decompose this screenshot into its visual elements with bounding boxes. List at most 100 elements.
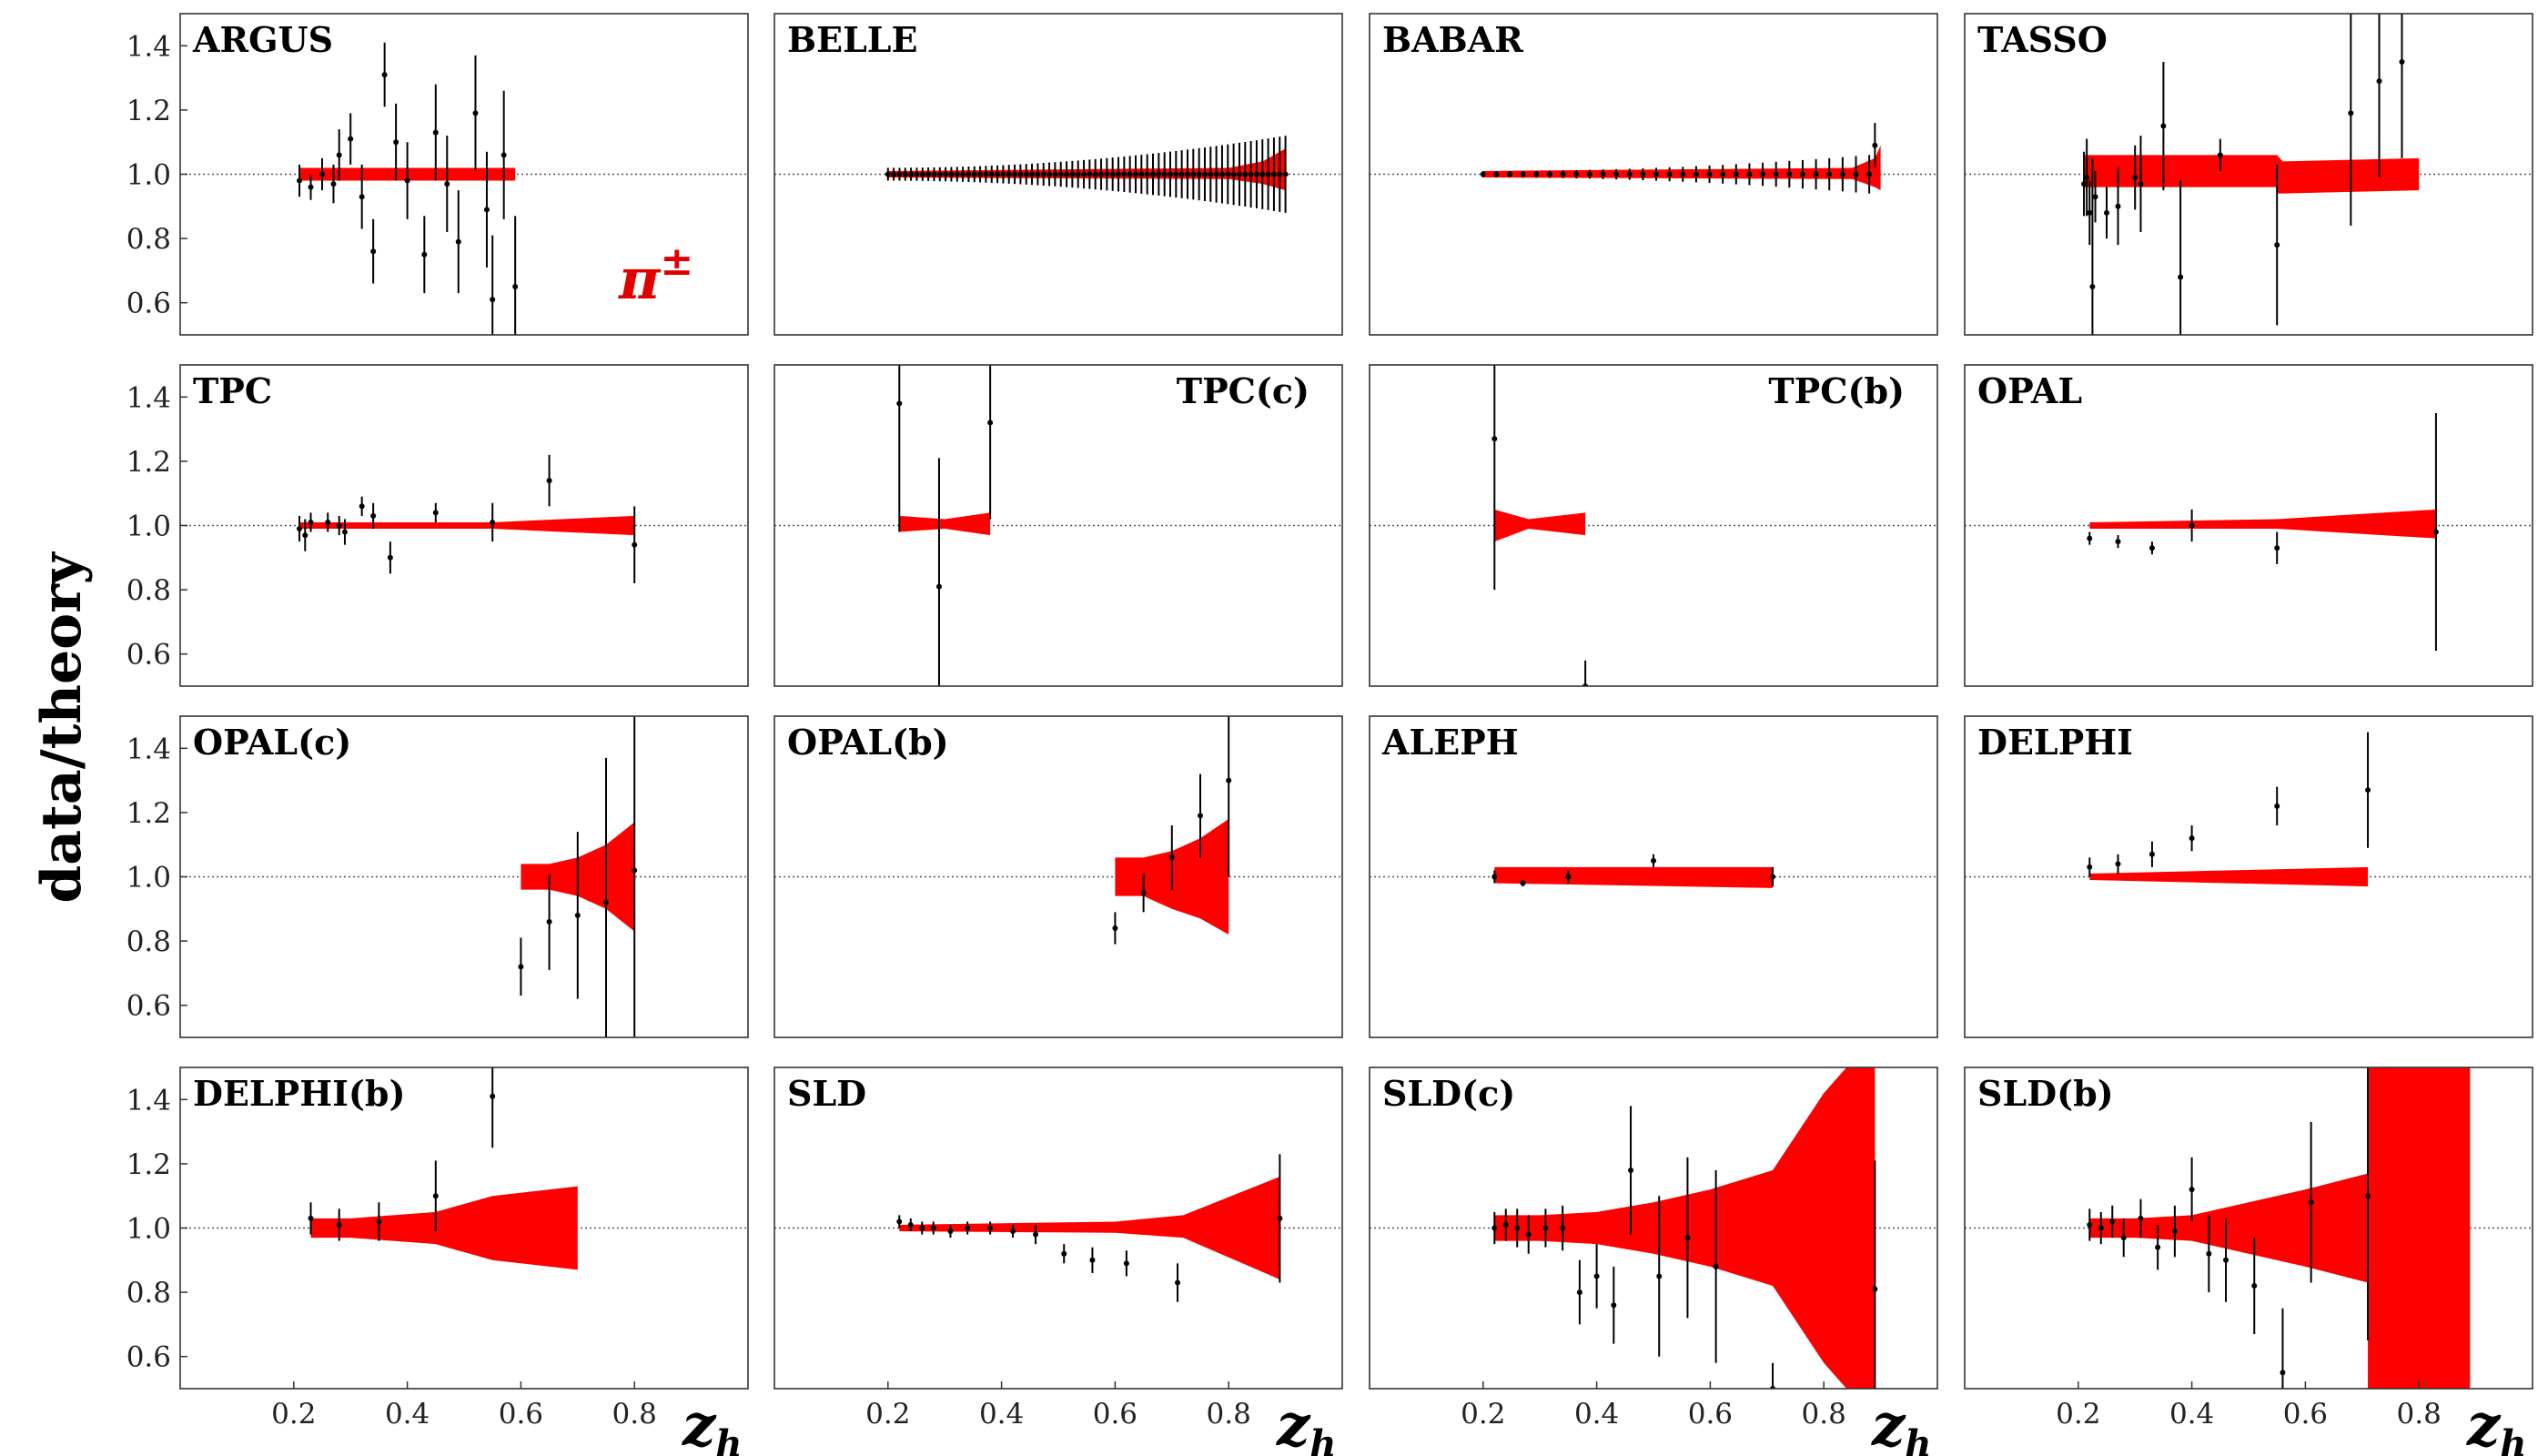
data-point — [1666, 167, 1673, 182]
data-point — [500, 90, 507, 219]
point-marker — [1514, 1225, 1521, 1231]
point-marker — [297, 177, 303, 184]
point-marker — [2206, 1250, 2212, 1257]
point-marker — [1057, 171, 1064, 177]
data-point — [930, 1221, 936, 1235]
data-point — [1560, 1205, 1566, 1251]
point-marker — [1023, 171, 1029, 177]
point-marker — [1493, 171, 1500, 177]
data-point — [490, 235, 496, 335]
data-point — [1092, 158, 1098, 190]
point-marker — [1156, 171, 1162, 177]
data-point — [1098, 158, 1105, 190]
data-point — [885, 167, 891, 181]
point-marker — [948, 171, 955, 177]
point-marker — [1666, 171, 1673, 177]
theory-band — [2089, 1067, 2471, 1389]
data-point — [1576, 1259, 1582, 1325]
point-marker — [455, 238, 461, 245]
data-point — [1167, 151, 1173, 197]
point-marker — [1600, 171, 1606, 177]
point-marker — [341, 529, 348, 535]
data-point — [1075, 160, 1081, 188]
data-point — [1491, 365, 1498, 591]
data-point — [308, 174, 314, 200]
point-marker — [490, 1093, 496, 1099]
data-point — [574, 832, 581, 999]
plot-area — [1370, 123, 1937, 194]
point-marker — [1225, 171, 1231, 177]
data-point — [421, 216, 428, 294]
theory-band — [899, 512, 991, 536]
data-point — [2432, 412, 2439, 652]
point-marker — [308, 1215, 314, 1221]
data-point — [2138, 136, 2144, 233]
point-marker — [1109, 171, 1116, 177]
data-point — [1248, 141, 1254, 207]
data-point — [1680, 167, 1686, 182]
point-marker — [1546, 171, 1552, 177]
panel-label: TPC — [193, 370, 272, 411]
data-point — [987, 365, 994, 520]
data-point — [381, 42, 388, 107]
point-marker — [914, 171, 920, 177]
data-point — [432, 1160, 439, 1232]
panel-label: SLD(c) — [1382, 1073, 1515, 1114]
point-marker — [1533, 171, 1540, 177]
plot-area — [1965, 732, 2533, 887]
y-tick-label: 0.6 — [126, 1341, 171, 1374]
data-point — [2365, 1067, 2371, 1341]
data-point — [1012, 164, 1018, 185]
y-tick-label: 1.2 — [126, 446, 171, 479]
point-marker — [421, 251, 428, 258]
data-point — [1720, 165, 1726, 184]
y-tick-label: 0.6 — [126, 288, 171, 320]
data-point — [1507, 170, 1513, 178]
theory-band — [299, 515, 635, 536]
point-marker — [1198, 813, 1203, 819]
point-marker — [1061, 1250, 1067, 1257]
point-marker — [1168, 854, 1175, 861]
x-tick-label: 0.4 — [979, 1398, 1024, 1431]
data-point — [1040, 163, 1046, 186]
panel-frame — [1964, 715, 2533, 1038]
point-marker — [632, 541, 638, 548]
data-point — [1133, 155, 1139, 194]
point-marker — [954, 171, 960, 177]
point-marker — [1208, 171, 1214, 177]
y-tick-label: 1.2 — [126, 1148, 171, 1181]
plot-area — [774, 1154, 1342, 1302]
panel-label: DELPHI — [1977, 722, 2133, 763]
data-point — [1265, 138, 1271, 210]
point-marker — [2432, 529, 2439, 535]
theory-band — [310, 1186, 578, 1270]
x-tick-label: 0.8 — [1207, 1398, 1251, 1431]
point-marker — [2115, 539, 2121, 545]
point-marker — [919, 1225, 925, 1231]
point-marker — [1491, 436, 1498, 442]
data-point — [472, 55, 479, 171]
data-point — [1491, 870, 1498, 884]
data-point — [1270, 137, 1277, 211]
data-point — [325, 512, 331, 532]
data-point — [2223, 1218, 2230, 1302]
theory-band — [887, 148, 1286, 191]
data-point — [2189, 509, 2195, 542]
data-point — [1029, 163, 1036, 186]
point-marker — [1213, 171, 1219, 177]
point-marker — [947, 1228, 954, 1235]
data-point — [512, 216, 519, 335]
point-marker — [908, 171, 915, 177]
data-point — [387, 541, 393, 574]
point-marker — [2084, 175, 2090, 181]
data-point — [1628, 1106, 1634, 1235]
point-marker — [2171, 1228, 2178, 1235]
data-point — [1491, 1211, 1498, 1245]
plot-area — [774, 365, 1342, 686]
point-marker — [2087, 535, 2093, 541]
point-marker — [490, 519, 496, 525]
data-point — [1613, 168, 1620, 180]
point-marker — [907, 1221, 914, 1228]
plot-area — [1370, 854, 1937, 888]
point-marker — [1259, 171, 1266, 177]
